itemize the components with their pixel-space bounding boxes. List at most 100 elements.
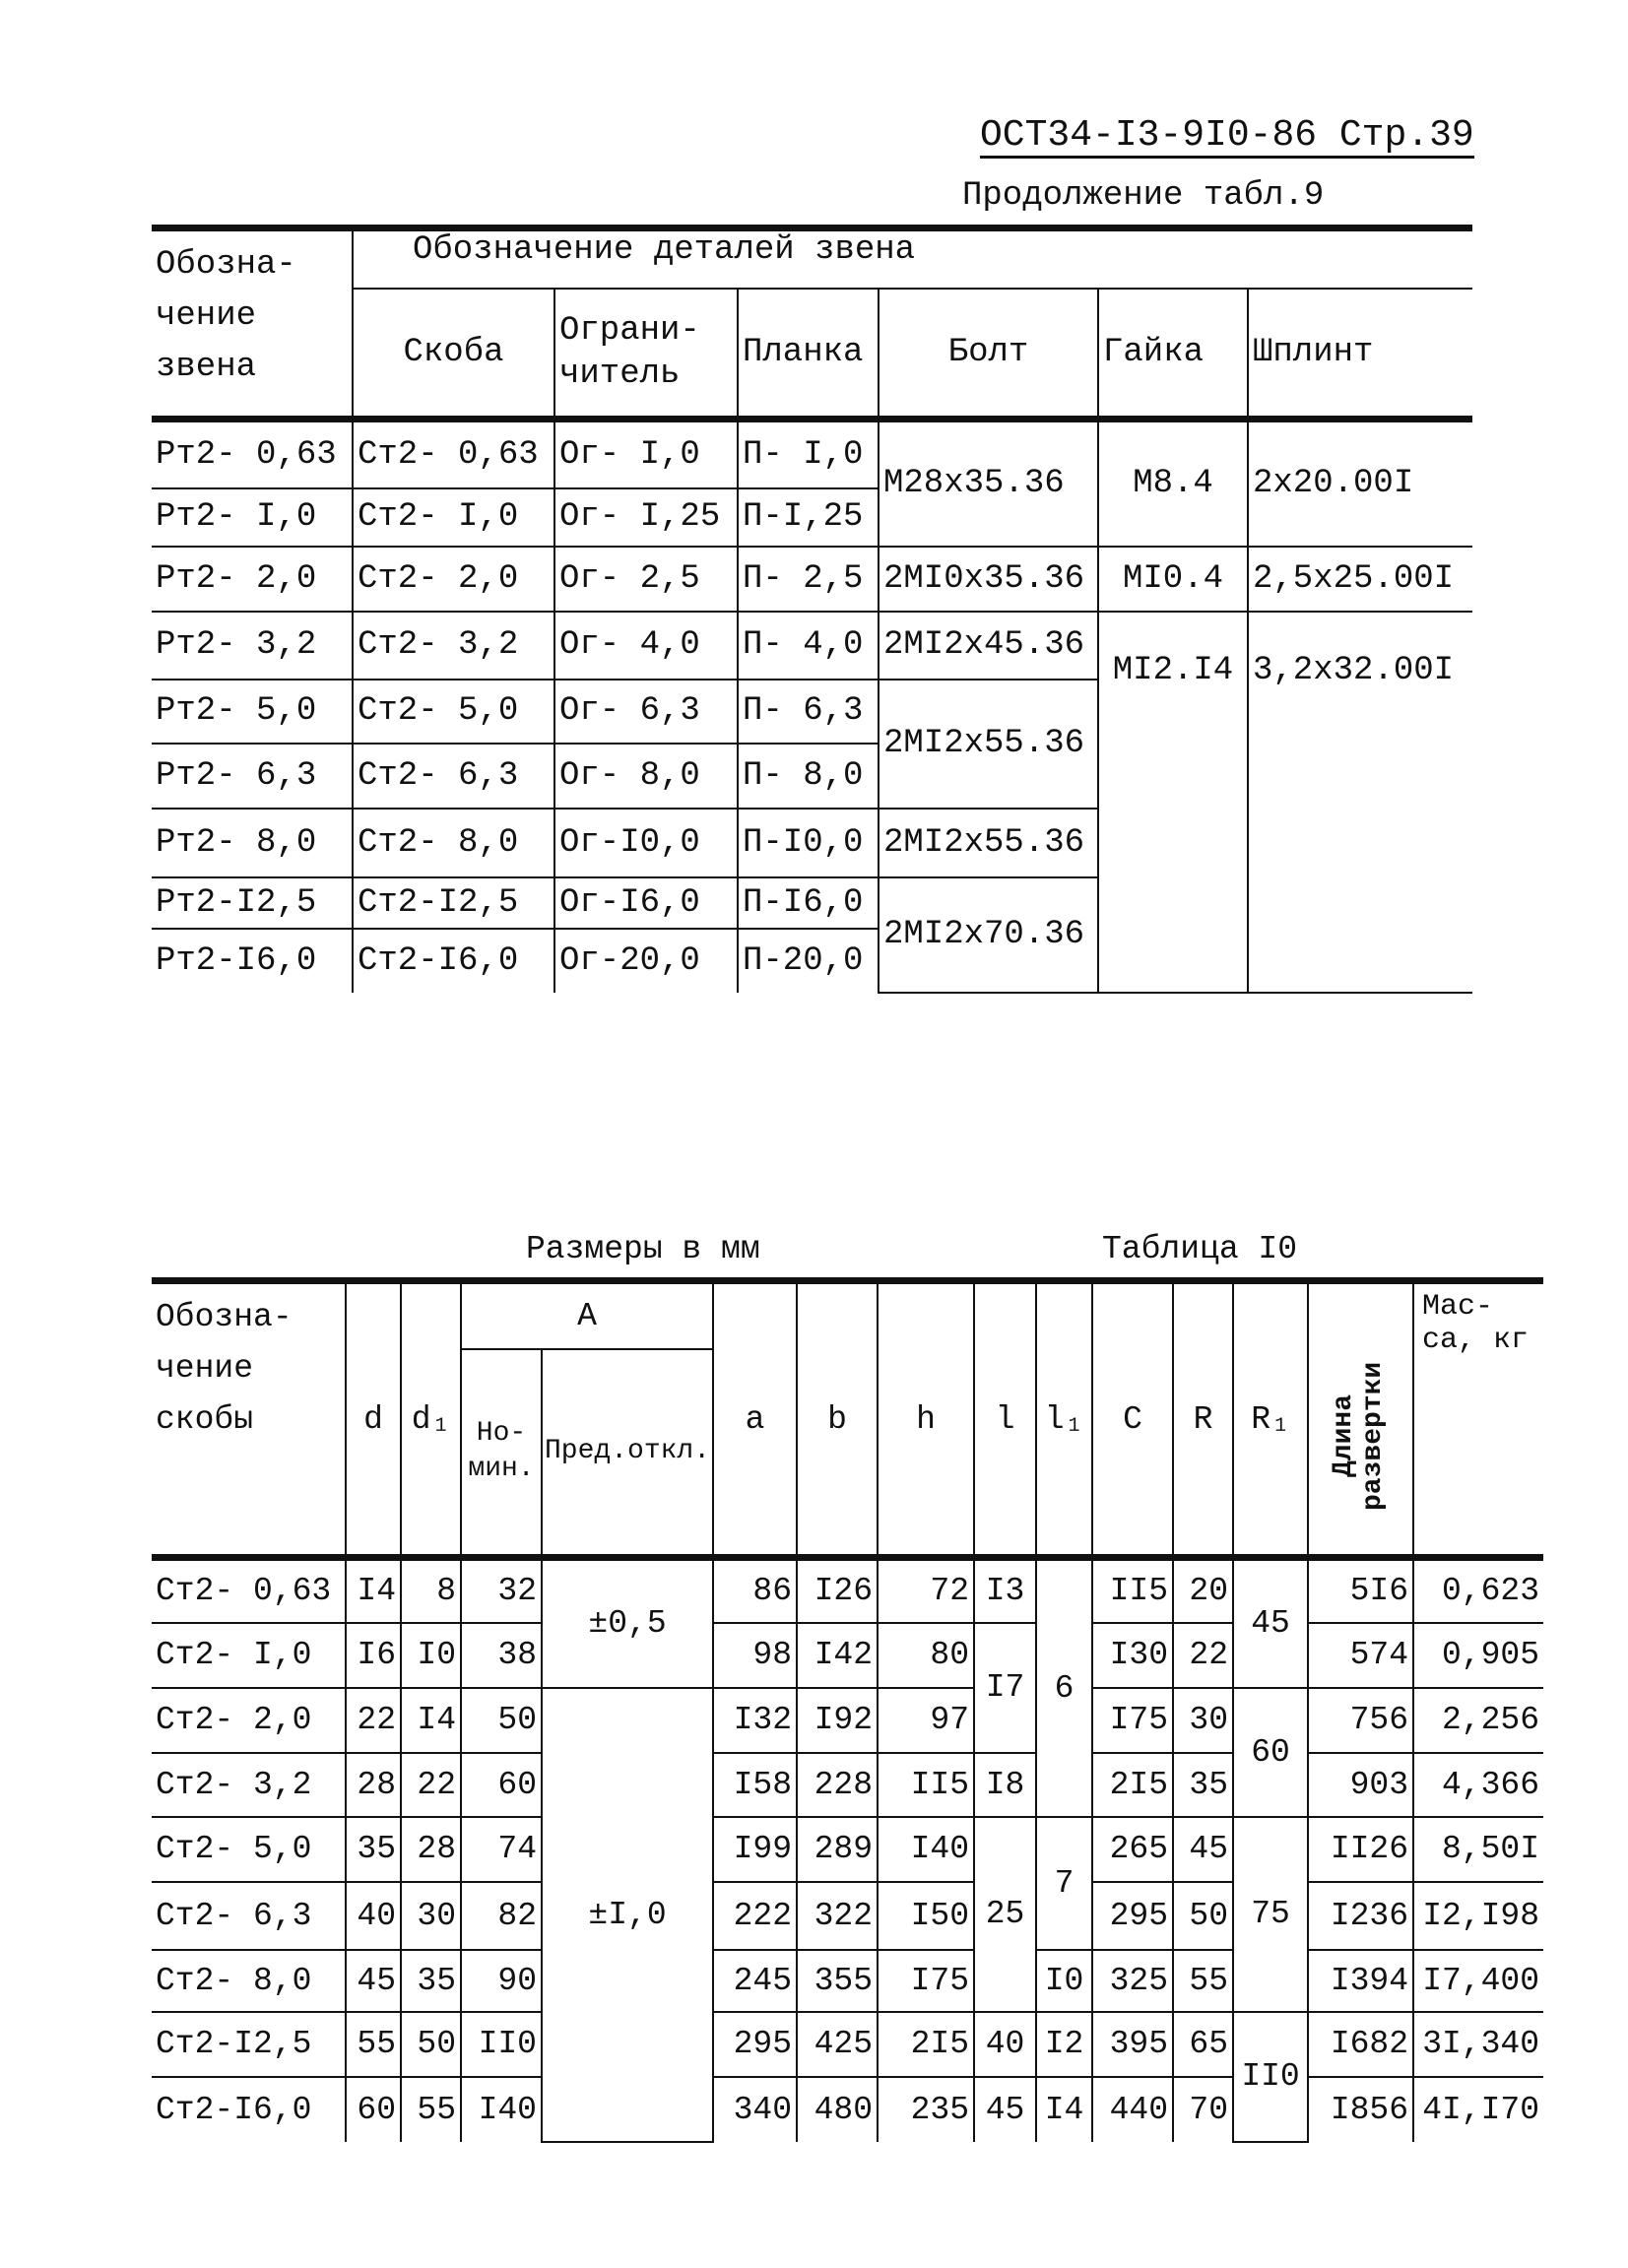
table-cell: 74 [460, 1815, 543, 1883]
table-cell: 295 [712, 2010, 799, 2078]
table-cell: 6 [1035, 1554, 1094, 1818]
table-cell: I0 [1035, 1948, 1094, 2013]
table-cell: 235 [877, 2075, 976, 2142]
table-cell: Рт2- 8,0 [152, 807, 354, 878]
table-cell: 86 [712, 1554, 799, 1624]
header-l1: l₁ [1035, 1277, 1094, 1559]
header-nut: Гайка [1097, 287, 1249, 421]
table-row: Рт2- 8,0 Ст2- 8,0 Ог-I0,0 П-I0,0 2МI2x55.36 [152, 807, 1472, 878]
table-cell: 38 [460, 1621, 543, 1689]
table-cell: I6 [345, 1621, 402, 1689]
table-cell: 45 [973, 2075, 1038, 2142]
table-cell: 82 [460, 1880, 543, 1951]
header-cotter-pin: Шплинт [1247, 287, 1472, 421]
table-cell: 425 [796, 2010, 879, 2078]
table-cell: П-I0,0 [737, 807, 879, 878]
table-cell: МI0.4 [1097, 545, 1249, 613]
table-cell: 50 [460, 1686, 543, 1754]
table-cell: 2МI0x35.36 [878, 545, 1099, 613]
table-cell: 20 [1172, 1554, 1235, 1624]
table-row: Рт2- 2,0 Ст2- 2,0 Ог- 2,5 П- 2,5 2МI0x35.36 М… [152, 545, 1472, 613]
header-plate: Планка [737, 287, 879, 421]
table-cell: 97 [877, 1686, 976, 1754]
table-cell: 756 [1307, 1686, 1415, 1754]
table-cell: II0 [1232, 2010, 1310, 2143]
table-cell: I236 [1307, 1880, 1415, 1951]
table-row: Ст2-I2,5 55 50 II0 295 425 2I5 40 I2 395 65 II0 I682… [152, 2010, 1544, 2143]
table-cell: Ог- 6,3 [554, 678, 739, 745]
table-cell: 60 [1232, 1686, 1310, 1818]
header-l: l [973, 1277, 1038, 1559]
table-cell: I92 [796, 1686, 879, 1754]
table-cell: I0 [400, 1621, 462, 1689]
table-cell: Ог- I,25 [554, 486, 739, 548]
table-cell: I7 [973, 1621, 1038, 1754]
table-cell: 50 [400, 2010, 462, 2078]
table-cell: I4 [400, 1686, 462, 1754]
table-cell: Ог- I,0 [554, 416, 739, 489]
header-A: A [459, 1277, 715, 1350]
header-group-parts: Обозначение деталей звена [352, 225, 1472, 290]
header-limiter: Ограни-читель [554, 287, 739, 421]
table-cell: 2МI2x55.36 [878, 678, 1099, 810]
table-cell: I856 [1307, 2075, 1415, 2142]
table-cell: I40 [460, 2075, 543, 2142]
table-cell: 440 [1091, 2075, 1175, 2142]
table-cell: I7,400 [1412, 1948, 1544, 2013]
table-cell: 55 [345, 2010, 402, 2078]
table-row: Ст2- 2,0 22 I4 50 ±I,0 I32 I92 97 I75 30 60 756 2,25… [152, 1686, 1544, 2143]
table-cell: 22 [1172, 1621, 1235, 1689]
table-cell: 72 [877, 1554, 976, 1624]
table-cell: 32 [460, 1554, 543, 1624]
header-developed-length: Длина развертки [1328, 1361, 1389, 1511]
table-cell: 45 [345, 1948, 402, 2013]
table-cell: 325 [1091, 1948, 1175, 2013]
table-cell: 7 [1035, 1815, 1094, 1951]
table-cell: I58 [712, 1751, 799, 1818]
table-cell: Ст2- I,0 [152, 1621, 347, 1689]
table-cell: I42 [796, 1621, 879, 1689]
table-cell: I682 [1307, 2010, 1415, 2078]
table-cell: 395 [1091, 2010, 1175, 2078]
table-cell: Рт2- 3,2 [152, 610, 354, 680]
table-cell: Ст2-I6,0 [152, 2075, 347, 2142]
table-cell: Рт2- 6,3 [152, 742, 354, 810]
table-cell: 55 [400, 2075, 462, 2142]
table-cell: Ог- 4,0 [554, 610, 739, 680]
table-cell: Ст2- 2,0 [352, 545, 555, 613]
table-cell: М8.4 [1097, 416, 1249, 548]
table-cell: 5I6 [1307, 1554, 1415, 1624]
table-cell: Ст2- 3,2 [152, 1751, 347, 1818]
table-cell: 289 [796, 1815, 879, 1883]
table-cell: 2I5 [877, 2010, 976, 2078]
table-cell: ±I,0 [540, 1686, 715, 2143]
table-cell: П- 8,0 [737, 742, 879, 810]
table-cell: 2МI2x45.36 [878, 610, 1099, 680]
header-d1: d₁ [400, 1277, 462, 1559]
table-cell: 45 [1172, 1815, 1235, 1883]
table-row: Рт2- I,0 Ст2- I,0 Ог- I,25 П-I,25 [152, 486, 1472, 548]
table-cell: I4 [1035, 2075, 1094, 2142]
table-cell: 2I5 [1091, 1751, 1175, 1818]
header-h: h [877, 1277, 976, 1559]
table-cell: 0,623 [1412, 1554, 1544, 1624]
header-A-nominal: Но-мин. [461, 1347, 543, 1560]
table-row: Ст2- 8,0 45 35 90 245 355 I75 I0 325 55 I394 I7,400 [152, 1948, 1544, 2013]
document-code-page-number: ОСТ34-I3-9I0-86 Стр.39 [980, 114, 1474, 159]
table-cell: 35 [345, 1815, 402, 1883]
header-bracket-designation: Обозна-чение скобы [152, 1277, 347, 1559]
table-cell: II5 [1091, 1554, 1175, 1624]
table-cell: 60 [460, 1751, 543, 1818]
table-cell: Рт2- 5,0 [152, 678, 354, 745]
table-9-link-parts: Обозна-чение звена Обозначение деталей з… [152, 225, 1472, 994]
table-cell: I8 [973, 1751, 1038, 1818]
table-cell: 30 [1172, 1686, 1235, 1754]
table-cell: Ст2- 3,2 [352, 610, 555, 680]
table-cell: I40 [877, 1815, 976, 1883]
table-cell: ±0,5 [540, 1554, 715, 1689]
table-cell: II5 [877, 1751, 976, 1818]
table-cell: Ст2-I2,5 [352, 875, 555, 930]
table-cell: Рт2- 0,63 [152, 416, 354, 489]
table-row: Рт2- 3,2 Ст2- 3,2 Ог- 4,0 П- 4,0 2МI2x45.36 М… [152, 610, 1472, 994]
table-cell: Ст2- 5,0 [352, 678, 555, 745]
